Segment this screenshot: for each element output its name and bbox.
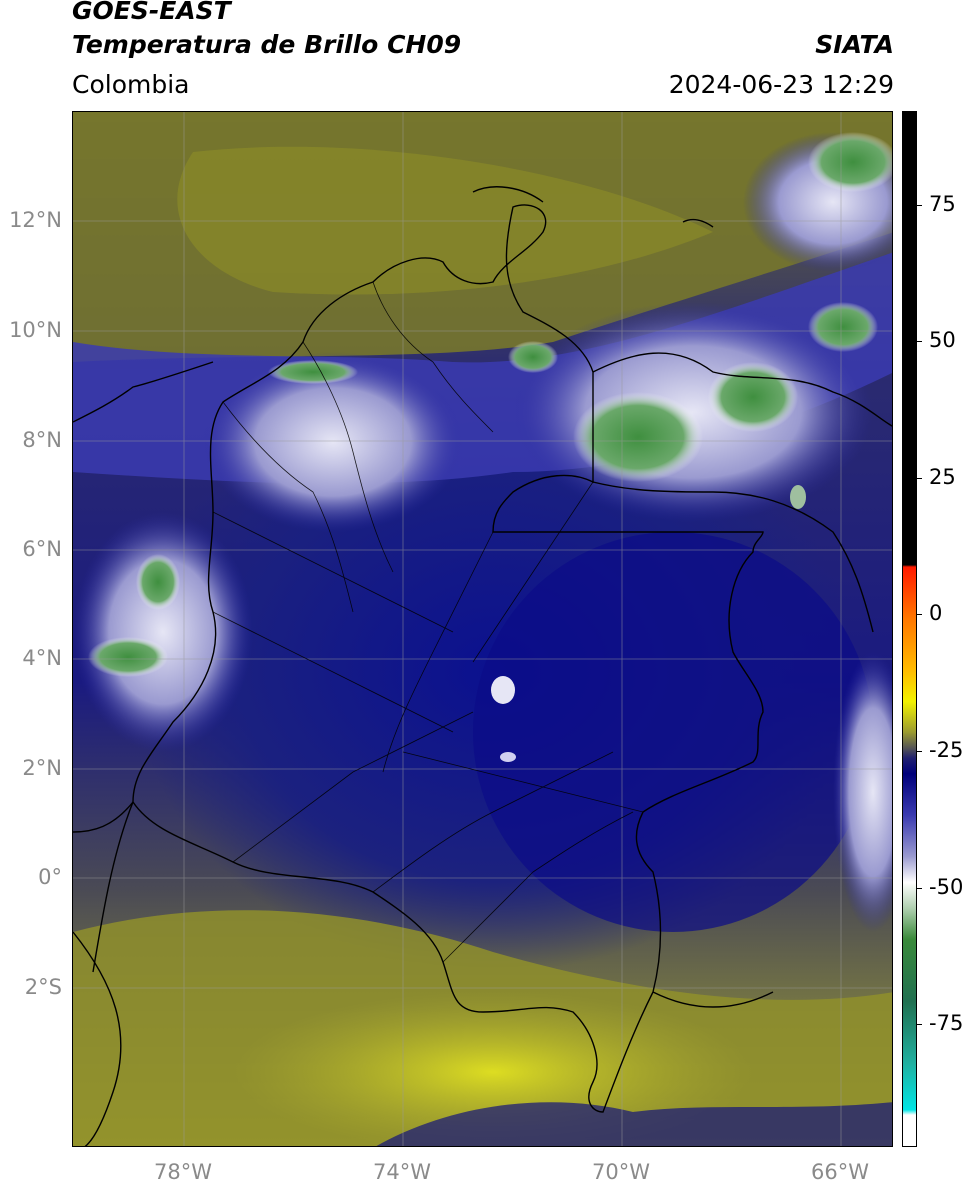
convective-core-1 (573, 392, 703, 482)
cloud-cluster-eastern-edge (833, 652, 892, 932)
lat-label-12n: 12°N (9, 208, 62, 232)
product-satellite-label: GOES-EAST (72, 0, 231, 25)
lat-label-4n: 4°N (22, 646, 62, 670)
lon-label-74w: 74°W (373, 1160, 431, 1184)
satellite-map-canvas (73, 112, 892, 1146)
convective-core-3 (808, 302, 878, 352)
small-cloud-3 (790, 485, 806, 509)
lat-label-8n: 8°N (22, 428, 62, 452)
lat-label-10n: 10°N (9, 318, 62, 342)
colorbar-tick-minus25 (917, 751, 922, 752)
colorbar-tick-minus75 (917, 1024, 922, 1025)
convective-core-7 (136, 554, 180, 610)
eastern-cold-region (473, 532, 873, 932)
lat-label-6n: 6°N (22, 537, 62, 561)
graticule (73, 112, 892, 1146)
colorbar-label-25: 25 (929, 465, 956, 489)
colorbar-label-50: 50 (929, 328, 956, 352)
convective-core-4 (508, 341, 558, 373)
timestamp-label: 2024-06-23 12:29 (668, 70, 894, 99)
temperature-colorbar (902, 111, 917, 1147)
satellite-map (72, 111, 893, 1147)
organization-label: SIATA (815, 30, 894, 59)
lat-label-2n: 2°N (22, 756, 62, 780)
country-borders (73, 186, 892, 1146)
convective-core-2 (708, 362, 798, 432)
cloud-cluster-pacific (73, 512, 253, 752)
lon-label-78w: 78°W (154, 1160, 212, 1184)
small-cloud-1 (491, 676, 515, 704)
colorbar-gradient (903, 112, 916, 1146)
colorbar-label-75: 75 (929, 192, 956, 216)
convective-core-6 (88, 637, 168, 677)
colorbar-label-minus25: -25 (929, 738, 964, 762)
colorbar-label-0: 0 (929, 601, 943, 625)
colorbar-label-minus75: -75 (929, 1011, 964, 1035)
small-cloud-2 (500, 752, 516, 762)
colorbar-tick-minus50 (917, 888, 922, 889)
southern-cloud-edge (376, 1102, 892, 1146)
lat-label-2s: 2°S (24, 975, 62, 999)
product-title: Temperatura de Brillo CH09 (72, 30, 462, 59)
colorbar-tick-50 (917, 341, 922, 342)
lat-label-0: 0° (38, 865, 62, 889)
lon-label-70w: 70°W (592, 1160, 650, 1184)
lon-label-66w: 66°W (811, 1160, 869, 1184)
colorbar-scale (903, 112, 916, 1146)
dry-air-core (233, 992, 753, 1146)
region-label: Colombia (72, 70, 190, 99)
colorbar-tick-25 (917, 478, 922, 479)
cloud-cluster-west (203, 352, 463, 532)
convective-core-5 (808, 132, 892, 192)
department-borders (212, 281, 644, 963)
colorbar-tick-0 (917, 614, 922, 615)
colorbar-label-minus50: -50 (929, 875, 964, 899)
colorbar-tick-75 (917, 205, 922, 206)
convective-core-8 (268, 360, 358, 384)
